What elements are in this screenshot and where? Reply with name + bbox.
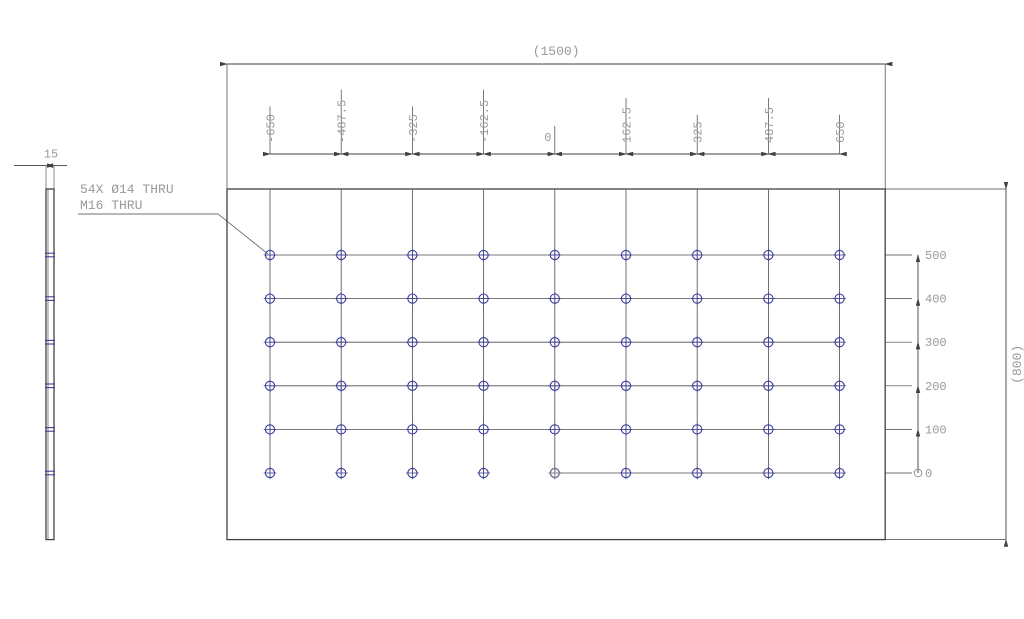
- svg-text:500: 500: [925, 249, 947, 263]
- svg-text:(800): (800): [1010, 345, 1024, 384]
- svg-text:-162.5: -162.5: [478, 100, 492, 143]
- svg-text:(1500): (1500): [533, 44, 580, 59]
- svg-text:100: 100: [925, 423, 947, 437]
- svg-text:-325: -325: [407, 114, 421, 143]
- svg-text:300: 300: [925, 336, 947, 350]
- svg-text:-650: -650: [265, 114, 279, 143]
- svg-text:650: 650: [834, 121, 848, 143]
- svg-text:0: 0: [544, 131, 551, 145]
- svg-text:487.5: 487.5: [763, 107, 777, 143]
- svg-text:0: 0: [925, 467, 932, 481]
- svg-text:162.5: 162.5: [621, 107, 635, 143]
- svg-text:200: 200: [925, 380, 947, 394]
- svg-text:325: 325: [692, 121, 706, 143]
- svg-text:15: 15: [44, 148, 58, 162]
- svg-text:M16 THRU: M16 THRU: [80, 198, 142, 213]
- svg-text:54X Ø14 THRU: 54X Ø14 THRU: [80, 182, 174, 197]
- svg-text:-487.5: -487.5: [336, 100, 350, 143]
- svg-text:400: 400: [925, 293, 947, 307]
